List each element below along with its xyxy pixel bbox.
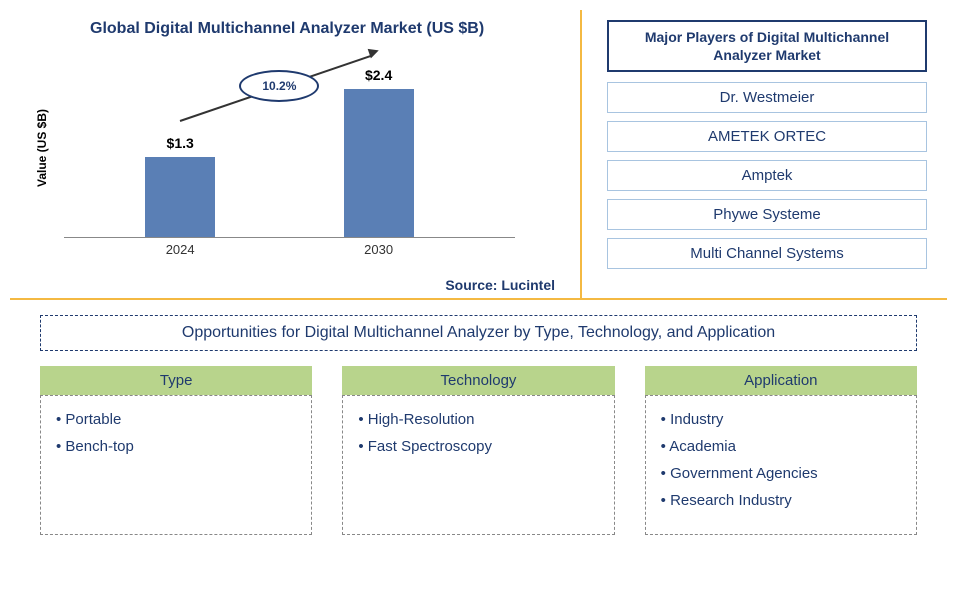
vertical-divider [580,10,582,298]
chart-plot: $1.32024$2.4203010.2% [64,58,515,238]
chart-title: Global Digital Multichannel Analyzer Mar… [90,20,555,38]
opportunity-header: Technology [342,366,614,395]
opportunity-item: Fast Spectroscopy [358,433,598,460]
chart-bar: $2.4 [344,89,414,237]
y-axis-label: Value (US $B) [30,88,54,208]
opportunities-row: TypePortableBench-topTechnologyHigh-Reso… [40,366,917,535]
opportunity-item: Portable [56,406,296,433]
opportunity-header: Application [645,366,917,395]
opportunity-item: High-Resolution [358,406,598,433]
bar-value-label: $1.3 [145,135,215,151]
bar-value-label: $2.4 [344,67,414,83]
opportunity-item: Government Agencies [661,460,901,487]
opportunity-item: Industry [661,406,901,433]
player-box: Phywe Systeme [607,199,927,230]
source-label: Source: Lucintel [445,277,555,293]
opportunity-body: PortableBench-top [40,395,312,535]
x-tick-label: 2030 [344,242,414,257]
opportunity-body: High-ResolutionFast Spectroscopy [342,395,614,535]
growth-rate-badge: 10.2% [239,70,319,102]
chart-bar: $1.3 [145,157,215,237]
opportunity-item: Academia [661,433,901,460]
bottom-section: Opportunities for Digital Multichannel A… [10,300,947,550]
top-section: Global Digital Multichannel Analyzer Mar… [10,10,947,300]
opportunity-column: ApplicationIndustryAcademiaGovernment Ag… [645,366,917,535]
players-panel: Major Players of Digital Multichannel An… [587,10,947,298]
opportunity-item: Bench-top [56,433,296,460]
opportunity-header: Type [40,366,312,395]
player-box: AMETEK ORTEC [607,121,927,152]
player-box: Multi Channel Systems [607,238,927,269]
player-box: Dr. Westmeier [607,82,927,113]
opportunity-item: Research Industry [661,487,901,514]
opportunity-column: TypePortableBench-top [40,366,312,535]
player-box: Amptek [607,160,927,191]
players-title: Major Players of Digital Multichannel An… [607,20,927,72]
opportunity-body: IndustryAcademiaGovernment AgenciesResea… [645,395,917,535]
x-axis [60,238,515,243]
chart-area: Value (US $B) $1.32024$2.4203010.2% [30,58,555,238]
players-list: Dr. Westmeier AMETEK ORTEC Amptek Phywe Sys… [607,82,927,269]
chart-panel: Global Digital Multichannel Analyzer Mar… [10,10,575,298]
opportunity-column: TechnologyHigh-ResolutionFast Spectrosco… [342,366,614,535]
x-tick-label: 2024 [145,242,215,257]
opportunities-title: Opportunities for Digital Multichannel A… [40,315,917,351]
